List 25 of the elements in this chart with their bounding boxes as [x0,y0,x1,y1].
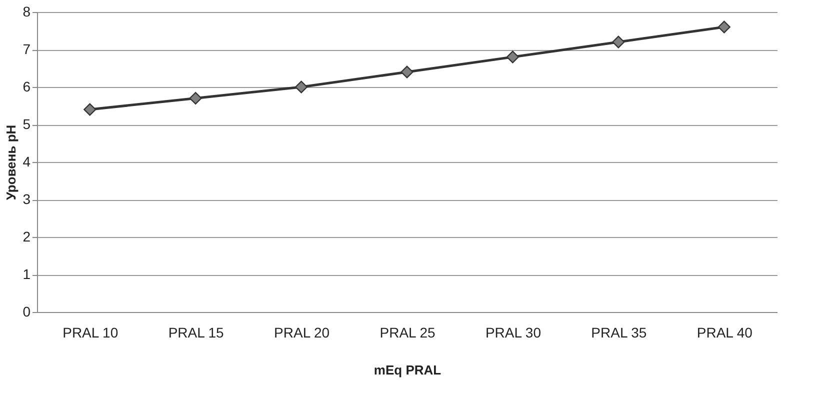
y-axis-title: Уровень pH [4,124,19,200]
point [84,103,96,116]
y-tick-label: 7 [22,41,31,57]
y-tick-label: 6 [22,78,31,94]
x-axis-title: mEq PRAL [374,362,442,378]
x-tick-label: PRAL 40 [696,324,753,340]
point [294,80,308,94]
point [718,20,730,34]
x-tick-label: PRAL 25 [380,324,436,340]
point [400,66,414,78]
point [506,50,520,64]
y-tick-label: 0 [22,304,31,320]
y-tick-label: 8 [22,4,31,20]
x-tick-label: PRAL 35 [591,324,647,340]
x-tick-label: PRAL 10 [62,324,118,340]
point [189,92,202,105]
y-tick-label: 4 [22,154,31,170]
x-tick-label: PRAL 15 [168,324,224,340]
x-tick-label: PRAL 30 [485,324,542,340]
y-tick-label: 1 [22,266,31,282]
y-tick-label: 5 [22,116,31,132]
point [612,36,625,48]
y-tick-label: 2 [22,228,31,244]
x-tick-label: PRAL 20 [274,324,330,340]
y-tick-label: 3 [22,191,31,207]
